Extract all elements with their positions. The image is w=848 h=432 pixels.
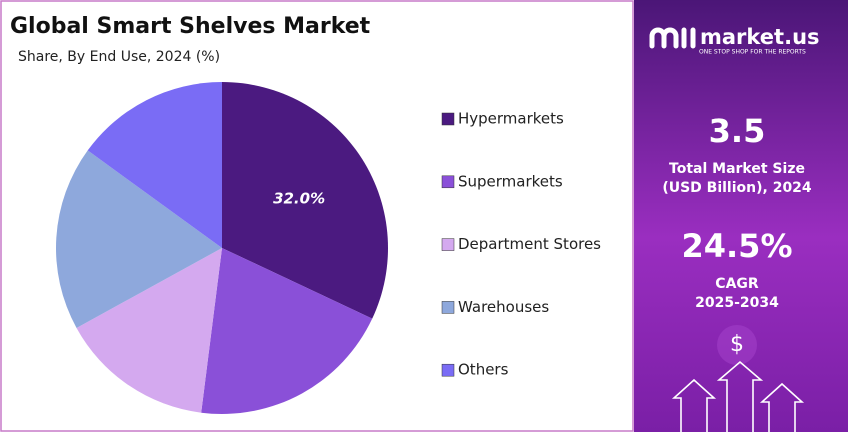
pie-slice bbox=[201, 248, 373, 414]
side-panel bbox=[634, 0, 848, 432]
value-label: 32.0% bbox=[273, 190, 325, 208]
dollar-circle bbox=[717, 325, 757, 365]
legend-swatch bbox=[441, 238, 455, 251]
cagr-period: 2025-2034 bbox=[695, 295, 779, 311]
market-size-label: (USD Billion), 2024 bbox=[662, 180, 812, 196]
cagr: 24.5% bbox=[681, 227, 792, 265]
legend-label: Warehouses bbox=[458, 298, 549, 316]
pie: 32.0% bbox=[56, 82, 389, 414]
market-size: 3.5 bbox=[709, 112, 766, 150]
pie-slice bbox=[56, 150, 222, 328]
legend: Hypermarkets Supermarkets Department Store… bbox=[441, 110, 601, 379]
tagline: ONE STOP SHOP FOR THE REPORTS bbox=[699, 49, 806, 56]
legend-label: Department Stores bbox=[458, 235, 601, 253]
chart-title: Global Smart Shelves Market bbox=[10, 14, 371, 39]
pie-slice bbox=[222, 82, 389, 319]
dollar-icon: $ bbox=[730, 332, 744, 357]
legend-label: Hypermarkets bbox=[458, 110, 564, 128]
logo-icon bbox=[649, 27, 696, 49]
pie-slice bbox=[76, 248, 223, 413]
legend-swatch bbox=[441, 175, 455, 189]
legend-label: Supermarkets bbox=[458, 172, 563, 190]
legend-swatch bbox=[441, 301, 455, 314]
legend-swatch bbox=[441, 363, 455, 377]
arrows bbox=[671, 360, 805, 432]
cagr-label: CAGR bbox=[715, 276, 759, 292]
chart-border bbox=[0, 0, 634, 432]
brand: market.us bbox=[700, 25, 820, 49]
pie-slice bbox=[87, 82, 222, 248]
chart-subtitle: Share, By End Use, 2024 (%) bbox=[18, 49, 220, 65]
legend-swatch bbox=[441, 112, 455, 126]
legend-label: Others bbox=[458, 361, 509, 379]
market-size-label: Total Market Size bbox=[669, 161, 805, 177]
